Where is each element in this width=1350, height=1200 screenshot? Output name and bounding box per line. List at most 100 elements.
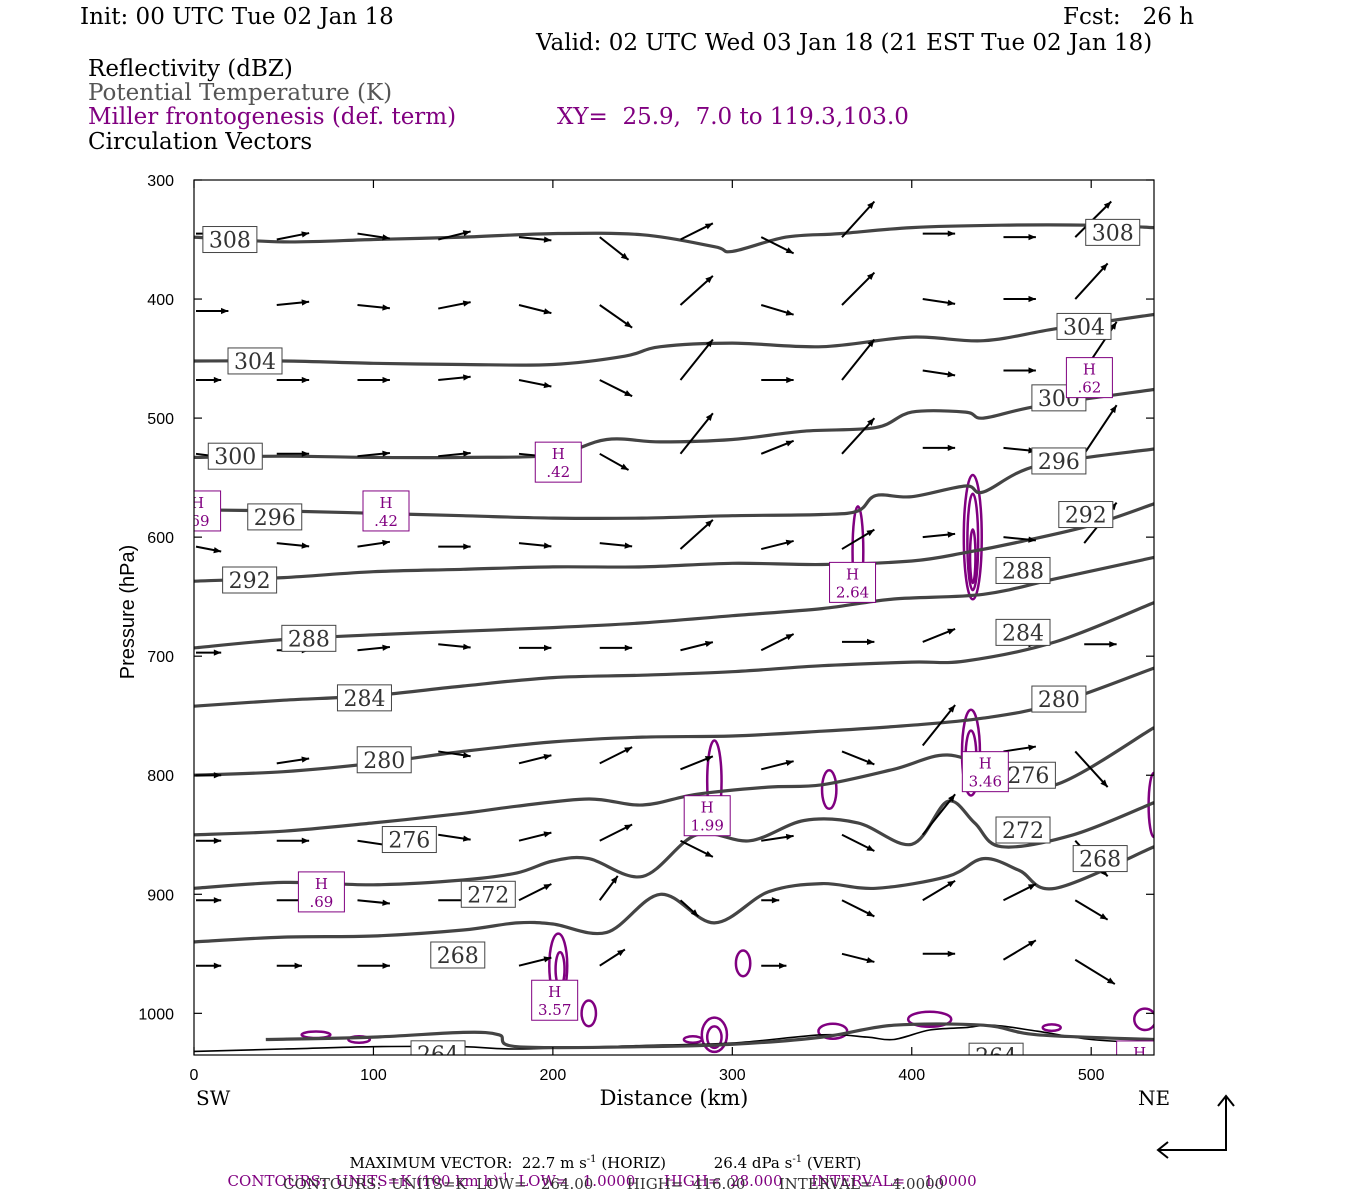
reference-vector-icon (1156, 1094, 1235, 1159)
theta-label-box (222, 566, 278, 594)
max-label-h: H (548, 983, 561, 1001)
circulation-vector (760, 759, 794, 771)
x-axis-label: Distance (km) (600, 1086, 749, 1110)
vector-head (543, 831, 552, 838)
vector-head (785, 759, 794, 766)
circulation-vector (196, 837, 222, 844)
max-label-value: .62 (1077, 379, 1101, 397)
valid-time: Valid: 02 UTC Wed 03 Jan 18 (21 EST Tue … (536, 30, 1153, 56)
circulation-vector (276, 450, 310, 457)
circulation-vector (438, 374, 471, 381)
circulation-vector (518, 753, 552, 765)
vector-head (463, 543, 471, 550)
circulation-vector (922, 531, 956, 539)
frontogenesis-max: H1.99 (683, 795, 731, 837)
max-label-box (961, 751, 1009, 793)
theta-label-box (202, 226, 258, 254)
max-label-box (829, 561, 877, 603)
field-frontogenesis-label: Miller frontogenesis (def. term) (88, 104, 457, 130)
circulation-vector (760, 633, 795, 652)
ground-profile (194, 1024, 1154, 1053)
circulation-vector (518, 883, 552, 902)
plot-frame (193, 179, 1155, 1056)
circulation-vector (841, 899, 875, 918)
front-units-text: CONTOURS: UNITS=K (100 km h) (227, 1172, 499, 1190)
theta-label-264: 264 (968, 1042, 1024, 1055)
circulation-vector (196, 897, 222, 904)
circulation-vector (438, 300, 471, 310)
frontogenesis-max: H3.57 (531, 979, 579, 1021)
x-tick-label: 100 (360, 1067, 387, 1084)
vector-head (382, 899, 390, 906)
theta-label-text: 292 (229, 569, 271, 594)
theta-labels: 308 3083043043003002962962922922882882842… (202, 218, 1141, 1068)
exponent: -1 (586, 1154, 597, 1165)
circulation-vector (1074, 899, 1109, 921)
vector-shaft (841, 200, 876, 238)
vector-head (704, 756, 713, 762)
frontogenesis-contour (580, 999, 598, 1028)
vector-head (704, 850, 713, 857)
vector-head (947, 230, 956, 237)
frontogenesis-contour (682, 1035, 704, 1044)
vector-shaft (1074, 750, 1109, 788)
sw-label: SW (196, 1086, 231, 1110)
theta-label-text: 288 (288, 627, 330, 652)
max-label-value: 3.46 (969, 773, 1002, 791)
circulation-vector (679, 519, 714, 550)
max-label-h: H (701, 799, 714, 817)
circulation-vector (680, 839, 714, 858)
circulation-vector (1003, 744, 1037, 753)
max-label-box (297, 871, 345, 913)
circulation-vector (357, 644, 390, 652)
vector-head (947, 531, 956, 538)
y-tick-label: 500 (147, 411, 174, 428)
vector-head (704, 223, 713, 230)
circulation-vector (761, 962, 787, 969)
vector-head (382, 376, 390, 384)
circulation-vector (841, 417, 876, 455)
vector-head (1027, 884, 1036, 891)
footer-max-vector: MAXIMUM VECTOR: 22.7 m s-1 (HORIZ) 26.4 … (340, 1140, 862, 1171)
circulation-vector (922, 879, 956, 902)
circulation-vector (841, 338, 876, 381)
max-label-box (1065, 357, 1113, 399)
vector-head (1028, 367, 1036, 374)
theta-contour-300 (194, 387, 1154, 460)
theta-label-text: 304 (234, 350, 276, 375)
vector-head (543, 308, 552, 315)
vector-head (301, 299, 310, 306)
vector-head (1099, 913, 1108, 920)
circulation-vector (599, 542, 633, 549)
circulation-vector (922, 230, 956, 237)
circulation-vector (518, 956, 552, 967)
frontogenesis-max: H2.64 (829, 561, 877, 603)
theta-label-text: 264 (417, 1043, 459, 1068)
theta-contour-268 (194, 845, 1154, 944)
frontogenesis-contour (734, 949, 752, 978)
circulation-vector (1083, 404, 1118, 455)
vector-head (544, 644, 552, 651)
vector-head (543, 956, 552, 963)
circulation-vector (599, 304, 633, 329)
vector-head (771, 897, 780, 904)
vector-shaft (679, 338, 714, 381)
field-vectors-label: Circulation Vectors (88, 129, 313, 155)
vector-head (1106, 977, 1115, 985)
vector-head (948, 704, 956, 713)
x-tick-label: 200 (540, 1067, 567, 1084)
y-tick-label: 600 (147, 530, 174, 547)
vector-head (213, 376, 222, 384)
frontogenesis-contour (1133, 1007, 1154, 1032)
max-label-value: 1.99 (690, 817, 723, 835)
theta-label-text: 272 (467, 883, 509, 908)
vector-head (947, 628, 956, 635)
theta-label-300: 300 (207, 442, 263, 470)
circulation-vector (196, 307, 229, 315)
vector-head (690, 909, 699, 917)
theta-label-text: 276 (388, 829, 430, 854)
vector-head (301, 837, 310, 844)
max-label-h: H (315, 875, 328, 893)
vector-shaft (679, 412, 714, 455)
circulation-vector (1003, 883, 1037, 902)
